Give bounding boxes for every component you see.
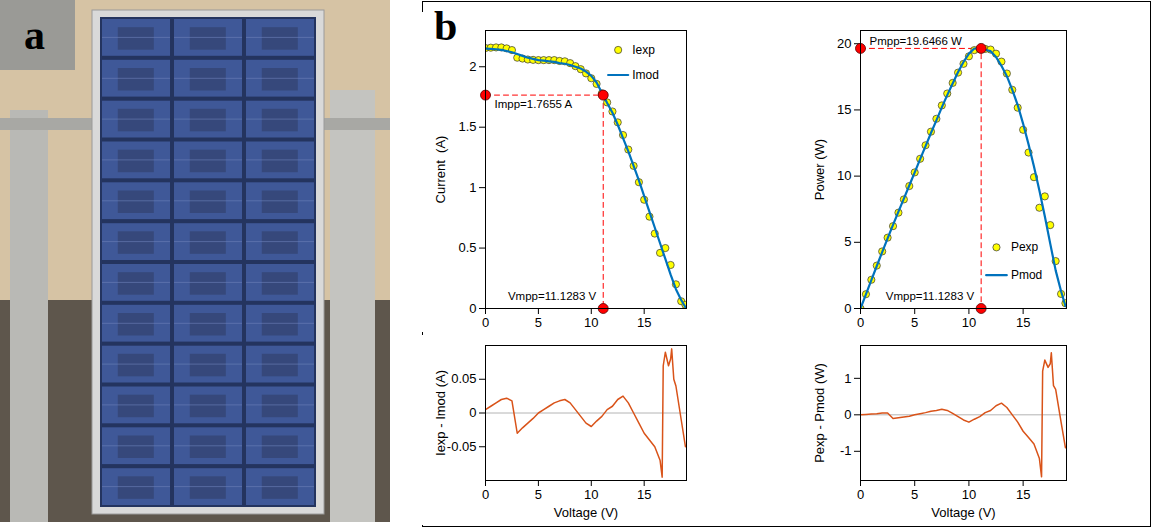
svg-text:0: 0 <box>844 301 851 316</box>
svg-text:Voltage (V): Voltage (V) <box>554 505 618 520</box>
svg-text:15: 15 <box>637 487 651 502</box>
svg-text:10: 10 <box>962 487 976 502</box>
svg-text:0: 0 <box>469 405 476 420</box>
svg-text:-1: -1 <box>840 443 852 458</box>
svg-text:Iexp: Iexp <box>632 43 655 57</box>
svg-text:15: 15 <box>637 315 651 330</box>
svg-text:0.05: 0.05 <box>451 371 476 386</box>
svg-text:15: 15 <box>1016 487 1030 502</box>
html-text:b: b <box>434 3 458 49</box>
svg-text:0: 0 <box>482 487 489 502</box>
svg-text:Voltage (V): Voltage (V) <box>931 505 995 520</box>
svg-text:0.5: 0.5 <box>458 240 476 255</box>
svg-text:10: 10 <box>837 168 851 183</box>
svg-text:0: 0 <box>857 487 864 502</box>
svg-text:Pmpp=19.6466 W: Pmpp=19.6466 W <box>870 35 963 47</box>
svg-text:20: 20 <box>837 36 851 51</box>
svg-text:5: 5 <box>844 234 851 249</box>
svg-text:Current (A): Current (A) <box>433 136 448 204</box>
svg-text:Power (W): Power (W) <box>812 139 827 200</box>
svg-text:5: 5 <box>911 487 918 502</box>
svg-text:Vmpp=11.1283 V: Vmpp=11.1283 V <box>508 290 597 302</box>
svg-text:5: 5 <box>535 315 542 330</box>
svg-text:1.5: 1.5 <box>458 119 476 134</box>
svg-text:Iexp - Imod (A): Iexp - Imod (A) <box>433 370 448 456</box>
html-text:a: a <box>24 12 45 58</box>
svg-text:Pexp: Pexp <box>1011 240 1039 254</box>
svg-text:0: 0 <box>857 315 864 330</box>
svg-text:Vmpp=11.1283 V: Vmpp=11.1283 V <box>886 290 975 302</box>
svg-text:15: 15 <box>837 102 851 117</box>
svg-text:15: 15 <box>1016 315 1030 330</box>
svg-text:0: 0 <box>844 407 851 422</box>
svg-text:Impp=1.7655 A: Impp=1.7655 A <box>495 98 573 110</box>
svg-text:-0.05: -0.05 <box>447 439 477 454</box>
svg-text:10: 10 <box>962 315 976 330</box>
svg-text:0: 0 <box>469 301 476 316</box>
svg-text:Pexp - Pmod (W): Pexp - Pmod (W) <box>812 363 827 463</box>
svg-text:1: 1 <box>844 370 851 385</box>
svg-text:0: 0 <box>482 315 489 330</box>
svg-text:Pmod: Pmod <box>1011 268 1042 282</box>
svg-text:10: 10 <box>584 315 598 330</box>
svg-text:10: 10 <box>584 487 598 502</box>
svg-text:5: 5 <box>535 487 542 502</box>
svg-text:5: 5 <box>911 315 918 330</box>
svg-text:Imod: Imod <box>632 68 659 82</box>
svg-text:2: 2 <box>469 59 476 74</box>
svg-text:1: 1 <box>469 180 476 195</box>
